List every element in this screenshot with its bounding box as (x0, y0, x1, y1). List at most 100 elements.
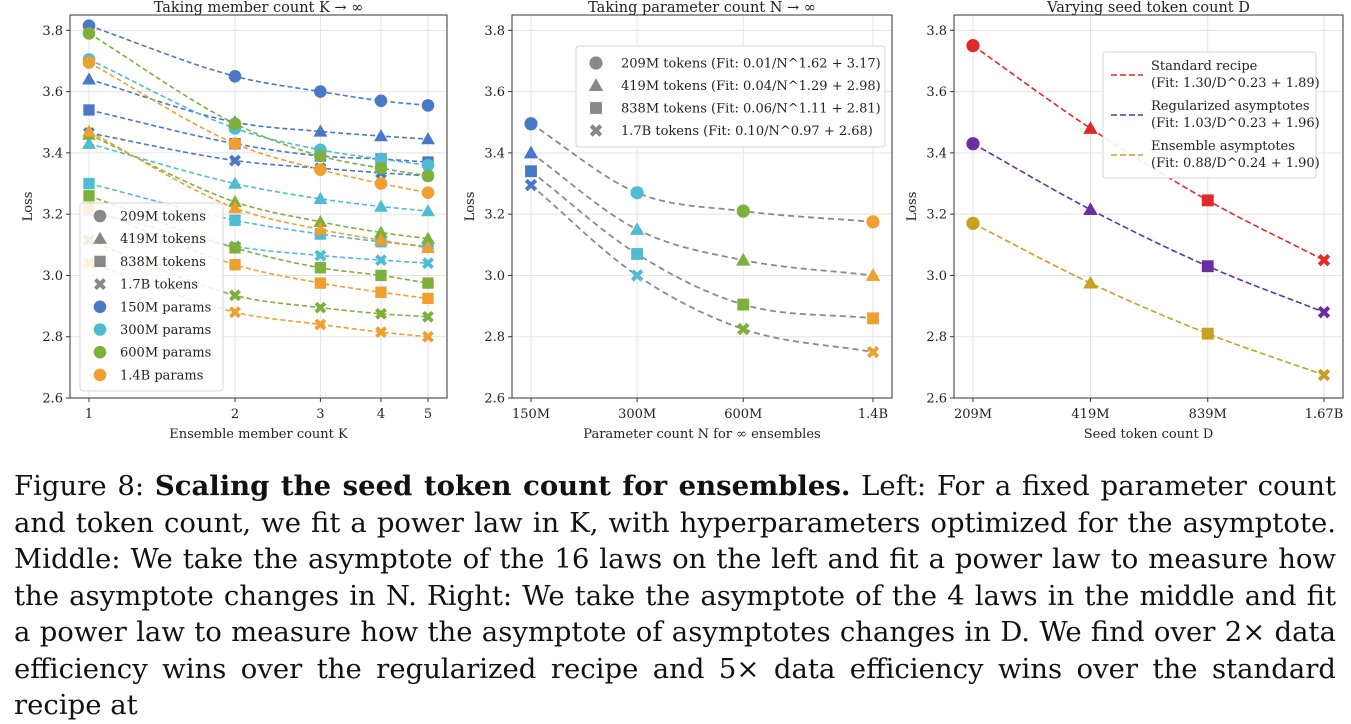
data-point (421, 99, 435, 112)
data-point (1201, 327, 1214, 340)
data-point (966, 216, 980, 230)
legend-marker (589, 124, 603, 137)
data-point (82, 56, 96, 69)
fit-curve (972, 222, 1325, 376)
legend-marker (94, 255, 106, 268)
fit-curve (88, 132, 429, 177)
data-point (375, 326, 387, 339)
x-tick-label: 839M (1189, 407, 1227, 422)
legend-marker (93, 231, 107, 244)
data-point (228, 137, 242, 150)
chart-title: Taking member count K → ∞ (154, 0, 364, 16)
data-point (421, 169, 435, 183)
x-tick-label: 2 (231, 407, 239, 422)
legend-marker (94, 278, 106, 291)
data-point (525, 165, 537, 178)
data-point (1201, 194, 1214, 207)
data-point (82, 27, 96, 40)
data-point (867, 312, 879, 325)
x-tick-label: 4 (377, 407, 385, 422)
data-point (229, 214, 241, 226)
data-point (375, 286, 387, 298)
data-point (314, 277, 327, 289)
x-tick-label: 209M (954, 407, 992, 422)
legend-label: 419M tokens (Fit: 0.04/N^1.29 + 2.98) (621, 79, 881, 94)
data-point (629, 222, 645, 235)
y-tick-label: 3.2 (42, 208, 63, 223)
fit-curve (88, 130, 429, 249)
legend-label: 300M params (120, 323, 211, 338)
fit-curve (530, 184, 874, 353)
x-tick-label: 150M (512, 407, 550, 422)
data-point (228, 194, 242, 208)
y-tick-label: 3.6 (42, 85, 63, 100)
figure-caption-text: Left: For a fixed parameter count and to… (14, 470, 1337, 721)
legend: 209M tokens (Fit: 0.01/N^1.62 + 3.17) 419… (575, 45, 886, 148)
y-axis-label: Loss (905, 192, 920, 222)
data-point (1201, 260, 1214, 273)
data-point (314, 85, 327, 98)
data-point (228, 117, 242, 131)
fit-curve (972, 44, 1325, 261)
legend-marker (93, 300, 107, 314)
y-tick-label: 3.0 (42, 269, 63, 284)
fit-curve (88, 24, 429, 107)
fit-curve (88, 142, 429, 212)
data-point (229, 259, 241, 271)
chart-title: Taking parameter count N → ∞ (588, 0, 816, 16)
data-point (83, 177, 95, 190)
data-point (82, 136, 96, 149)
data-point (374, 152, 388, 166)
data-point (421, 204, 435, 217)
legend-label: 838M tokens (120, 255, 206, 270)
y-tick-label: 3.4 (42, 146, 63, 161)
legend-label: (Fit: 0.88/D^0.24 + 1.90) (1151, 156, 1320, 171)
y-tick-label: 2.8 (484, 330, 505, 345)
y-axis-label: Loss (463, 192, 478, 222)
data-point (375, 307, 387, 320)
chart-panel-1: Taking member count K → ∞ Ensemble member… (21, 0, 448, 442)
data-point (866, 345, 880, 359)
data-point (737, 298, 750, 311)
fit-curve (972, 142, 1325, 313)
data-point (1317, 368, 1331, 382)
legend-label: 419M tokens (120, 232, 206, 247)
data-point (736, 204, 750, 218)
y-tick-label: 2.6 (484, 392, 505, 407)
fit-curve (530, 123, 874, 223)
y-tick-label: 3.4 (484, 146, 505, 161)
fit-curve (88, 182, 429, 248)
y-tick-label: 3.4 (926, 146, 947, 161)
y-tick-label: 2.6 (42, 392, 63, 407)
data-point (1083, 202, 1098, 216)
data-point (313, 222, 328, 235)
x-tick-label: 3 (316, 407, 324, 422)
x-tick-label: 600M (724, 407, 762, 422)
y-tick-label: 3.6 (484, 85, 505, 100)
x-axis-label: Seed token count D (1084, 427, 1214, 442)
data-point (314, 301, 327, 314)
x-tick-label: 5 (424, 407, 432, 422)
y-tick-label: 2.6 (926, 392, 947, 407)
x-tick-label: 1.4B (858, 407, 888, 422)
x-tick-label: 300M (618, 407, 656, 422)
plot-frame (511, 14, 893, 399)
legend-marker (93, 323, 107, 336)
figure-charts: Taking member count K → ∞ Ensemble member… (21, 0, 1344, 442)
data-point (421, 231, 435, 244)
legend-box (575, 45, 886, 148)
data-point (314, 318, 327, 331)
data-point (421, 240, 435, 254)
legend-label: 1.7B tokens (Fit: 0.10/N^0.97 + 2.68) (621, 124, 873, 139)
x-axis-label: Parameter count N for ∞ ensembles (583, 427, 820, 442)
data-point (421, 186, 435, 200)
legend-box (79, 202, 224, 392)
figure-caption: Figure 8: Scaling the seed token count f… (14, 468, 1336, 724)
legend-marker (93, 345, 107, 359)
data-point (422, 310, 434, 323)
legend-label: 209M tokens (120, 210, 206, 225)
y-tick-label: 3.0 (926, 269, 947, 284)
data-point (228, 201, 242, 214)
plot-frame (69, 14, 448, 399)
y-tick-label: 3.6 (926, 85, 947, 100)
